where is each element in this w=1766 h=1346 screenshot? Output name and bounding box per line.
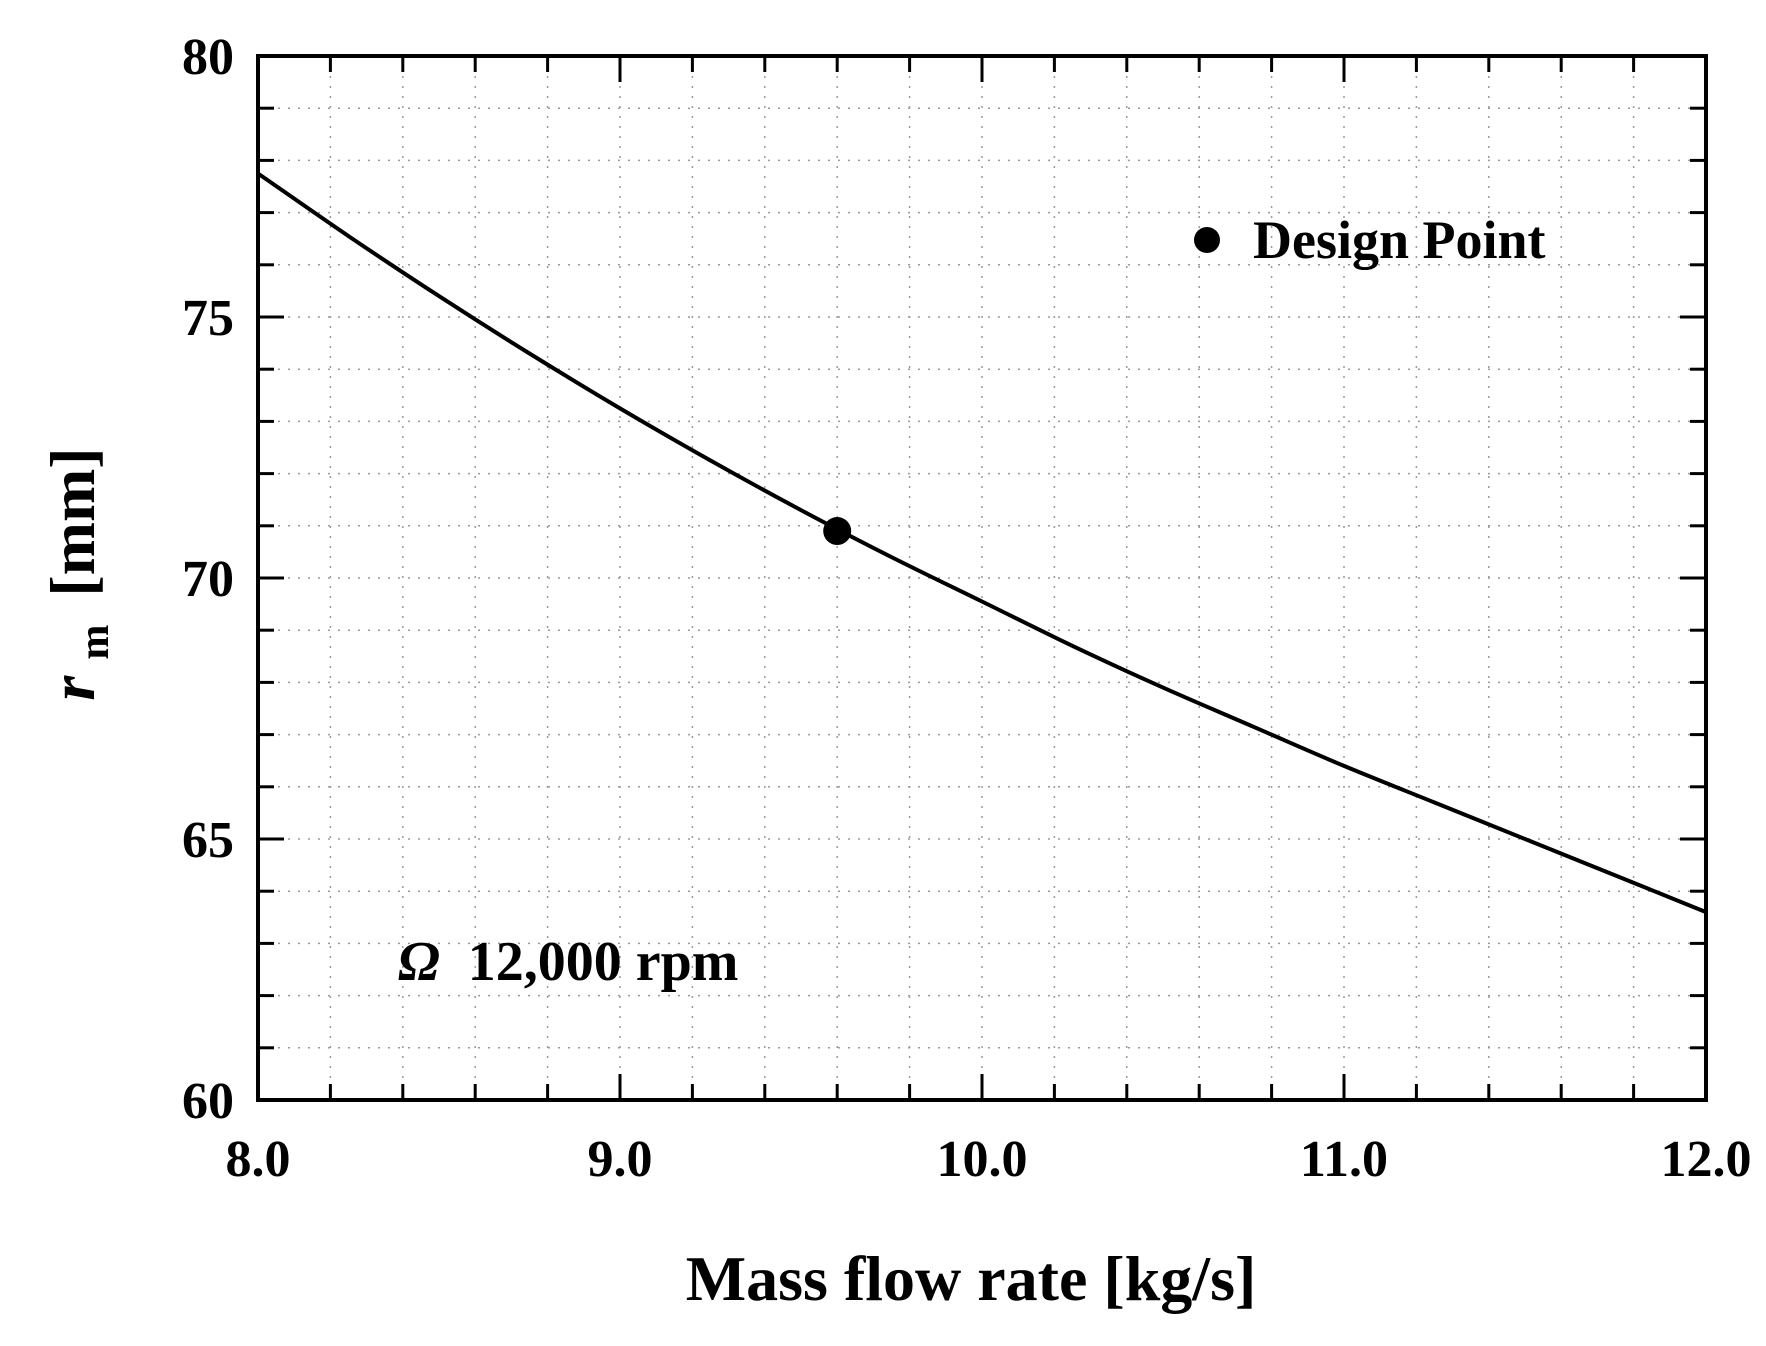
x-tick-label: 9.0 — [588, 1131, 653, 1188]
x-tick-label: 11.0 — [1300, 1131, 1388, 1188]
annotation-text: 12,000 rpm — [468, 931, 739, 993]
y-tick-labels: 60 65 70 75 80 — [182, 29, 234, 1130]
omega-symbol: Ω — [398, 931, 440, 993]
y-axis-subscript: m — [72, 625, 118, 660]
y-tick-label: 70 — [182, 551, 234, 608]
y-axis-title: r m [mm] — [37, 447, 122, 700]
x-tick-label: 8.0 — [226, 1131, 291, 1188]
annotation: Ω 12,000 rpm — [398, 931, 738, 993]
x-axis-title: Mass flow rate [kg/s] — [686, 1243, 1257, 1314]
y-tick-label: 65 — [182, 812, 234, 869]
x-tick-labels: 8.0 9.0 10.0 11.0 12.0 — [226, 1131, 1752, 1188]
y-axis-unit: [mm] — [37, 447, 108, 596]
legend: Design Point — [1194, 210, 1546, 270]
plot-frame — [256, 54, 1708, 1102]
legend-marker — [1194, 227, 1220, 253]
y-axis-symbol: r — [37, 675, 108, 701]
legend-label: Design Point — [1253, 210, 1546, 270]
y-tick-label: 75 — [182, 290, 234, 347]
y-tick-label: 80 — [182, 29, 234, 86]
x-tick-label: 10.0 — [937, 1131, 1028, 1188]
design-point-marker — [823, 517, 852, 546]
series-line-r-m — [256, 171, 1707, 914]
grid-lines — [258, 56, 1706, 1100]
x-tick-label: 12.0 — [1661, 1131, 1752, 1188]
y-tick-label: 60 — [182, 1073, 234, 1130]
